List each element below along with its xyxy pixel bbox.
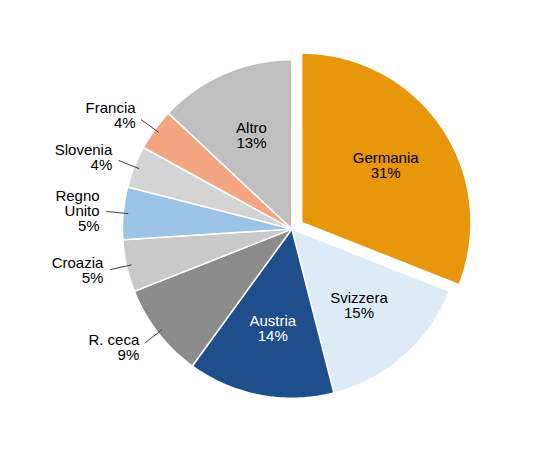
svg-text:Svizzera15%: Svizzera15%: [330, 289, 388, 321]
svg-text:Croazia5%: Croazia5%: [52, 254, 104, 286]
svg-text:R. ceca9%: R. ceca9%: [88, 331, 140, 363]
svg-text:Francia4%: Francia4%: [86, 99, 137, 131]
svg-text:Germania31%: Germania31%: [353, 149, 420, 181]
svg-text:RegnoUnito5%: RegnoUnito5%: [55, 187, 99, 234]
svg-text:Austria14%: Austria14%: [249, 312, 296, 344]
svg-text:Slovenia4%: Slovenia4%: [55, 141, 113, 173]
svg-text:Altro13%: Altro13%: [236, 119, 267, 151]
